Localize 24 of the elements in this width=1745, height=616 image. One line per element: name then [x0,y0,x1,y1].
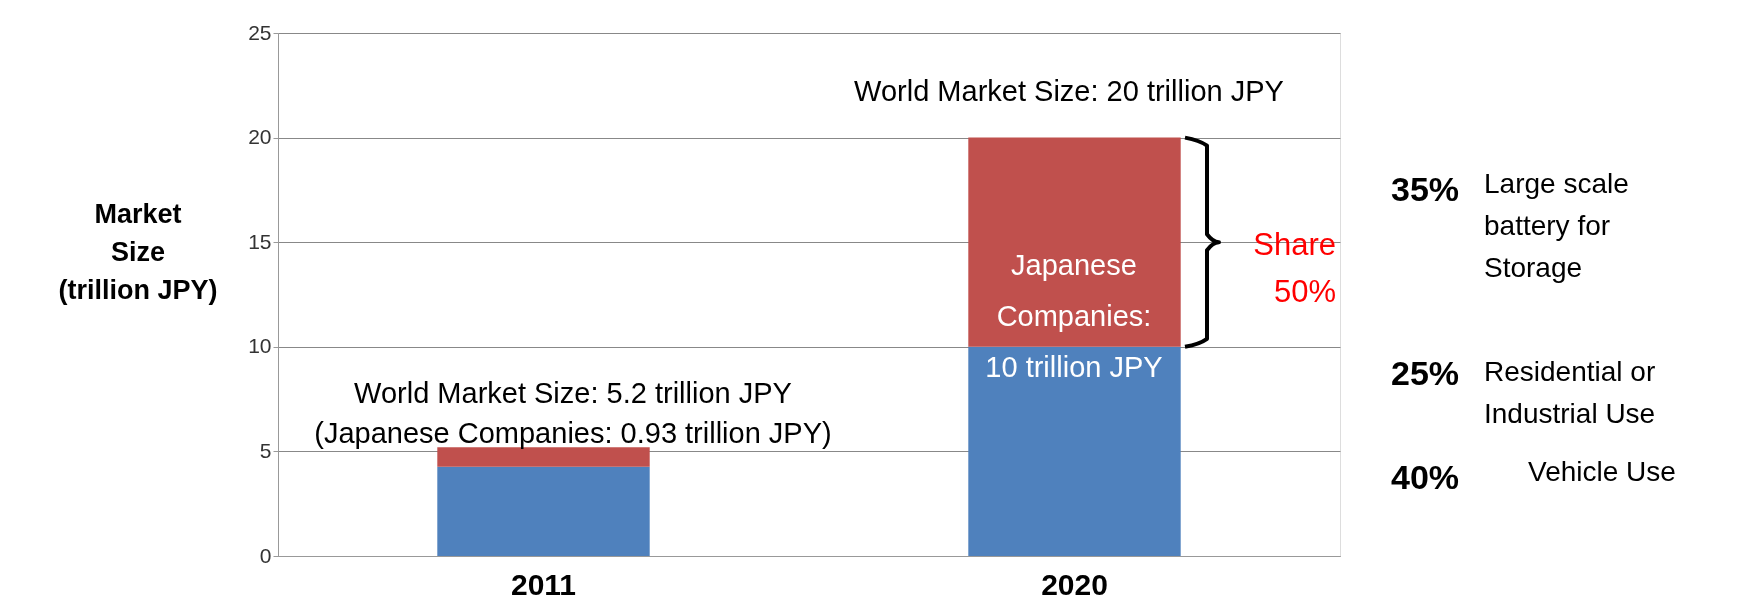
annotation: Share 50% [1253,227,1336,309]
bar [437,447,650,467]
y-tick-label: 15 [248,229,272,253]
text: 25% [1390,354,1460,392]
y-tick-label: 25 [248,20,272,44]
y-tick-label: 10 [248,334,272,358]
bar [968,137,1181,347]
annotation: World Market Size: 20 trillion JPY [854,75,1284,107]
annotation: (Japanese Companies: 0.93 trillion JPY) [314,417,832,449]
text: Residential or Industrial Use [1484,356,1656,429]
text: 35% [1390,170,1460,208]
y-tick-label: 5 [259,438,272,462]
text: Large scale battery for Storage [1484,168,1629,283]
x-tick-label: 2011 [510,567,577,601]
text: 40% [1390,458,1460,496]
y-tick-label: 0 [259,543,272,567]
y-tick-label: 20 [248,125,272,149]
annotation: Japanese Companies: 10 trillion JPY [985,249,1163,383]
bar [968,346,1181,556]
text: Vehicle Use [1528,456,1676,487]
annotation: World Market Size: 5.2 trillion JPY [354,377,792,409]
x-tick-label: 2020 [1041,567,1108,601]
y-axis-title: Market Size (trillion JPY) [58,199,218,305]
bar [437,466,650,556]
